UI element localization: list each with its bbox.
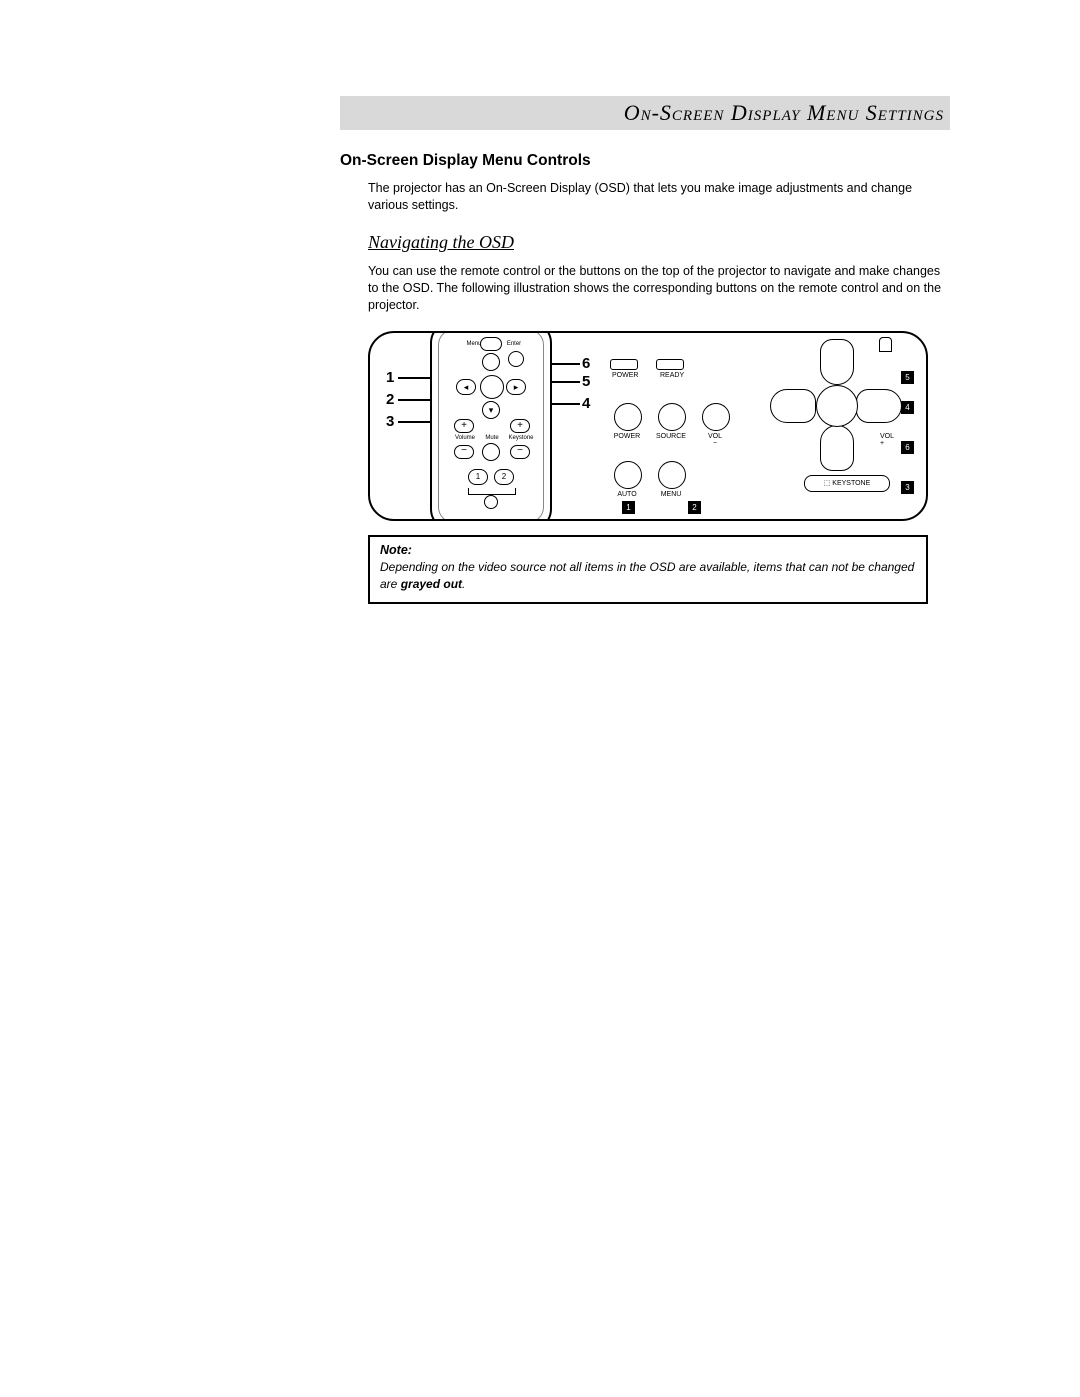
callout-4: 4 <box>582 395 590 412</box>
panel-tag-6: 6 <box>901 441 914 454</box>
panel-source-button <box>658 403 686 431</box>
callout-2: 2 <box>386 391 394 408</box>
note-body-strong: grayed out <box>401 577 462 591</box>
subsection-heading: Navigating the OSD <box>368 232 950 253</box>
projector-panel-diagram: POWER READY POWER SOURCE VOL − AUTO MENU <box>600 333 926 519</box>
panel-tag-1: 1 <box>622 501 635 514</box>
callout-6: 6 <box>582 355 590 372</box>
panel-source-label: SOURCE <box>654 433 688 440</box>
panel-nav-down <box>820 425 854 471</box>
ready-indicator <box>656 359 684 370</box>
note-body: Depending on the video source not all it… <box>380 559 916 591</box>
remote-control-diagram: 1 2 3 6 5 4 Menu Enter <box>370 333 600 519</box>
remote-body: Menu Enter ◂ ▸ ▾ Volume Mute Keystone + … <box>430 331 552 521</box>
subsection-paragraph: You can use the remote control or the bu… <box>368 263 950 314</box>
remote-vol-minus: − <box>454 445 474 459</box>
panel-menu-label: MENU <box>658 491 684 498</box>
panel-power-label: POWER <box>612 433 642 440</box>
remote-enter-label: Enter <box>502 341 526 347</box>
remote-key-minus: − <box>510 445 530 459</box>
remote-source-1: 1 <box>468 469 488 485</box>
remote-keystone-label: Keystone <box>504 435 538 441</box>
panel-nav-ok <box>816 385 858 427</box>
panel-vol-minus-button <box>702 403 730 431</box>
panel-nav-up <box>820 339 854 385</box>
panel-menu-button <box>658 461 686 489</box>
note-box: Note: Depending on the video source not … <box>368 535 928 603</box>
panel-nav-left <box>770 389 816 423</box>
note-title: Note: <box>380 543 916 557</box>
section-intro-paragraph: The projector has an On-Screen Display (… <box>368 180 950 214</box>
panel-nav-right <box>856 389 902 423</box>
remote-source-2: 2 <box>494 469 514 485</box>
note-body-suffix: . <box>462 577 465 591</box>
power-indicator <box>610 359 638 370</box>
power-indicator-label: POWER <box>612 372 638 379</box>
callout-3: 3 <box>386 413 394 430</box>
panel-auto-button <box>614 461 642 489</box>
panel-vol-minus-label: VOL − <box>700 433 730 447</box>
callout-5: 5 <box>582 373 590 390</box>
section-heading: On-Screen Display Menu Controls <box>340 152 950 170</box>
panel-tag-5: 5 <box>901 371 914 384</box>
controls-illustration: 1 2 3 6 5 4 Menu Enter <box>368 331 928 521</box>
remote-right-button: ▸ <box>506 379 526 395</box>
panel-keystone-bar: ⬚ KEYSTONE <box>804 475 890 492</box>
remote-left-button: ◂ <box>456 379 476 395</box>
remote-menu-label: Menu <box>462 341 486 347</box>
remote-key-plus: + <box>510 419 530 433</box>
document-page: On-Screen Display Menu Settings On-Scree… <box>0 0 1080 1397</box>
panel-tag-3: 3 <box>901 481 914 494</box>
remote-mute-label: Mute <box>480 435 504 441</box>
ready-indicator-label: READY <box>660 372 684 379</box>
panel-tag-2: 2 <box>688 501 701 514</box>
remote-volume-label: Volume <box>450 435 480 441</box>
panel-auto-label: AUTO <box>614 491 640 498</box>
callout-1: 1 <box>386 369 394 386</box>
remote-vol-plus: + <box>454 419 474 433</box>
panel-nav-pad <box>776 345 896 465</box>
panel-tag-4: 4 <box>901 401 914 414</box>
chapter-title: On-Screen Display Menu Settings <box>624 100 944 125</box>
chapter-header-bar: On-Screen Display Menu Settings <box>340 96 950 130</box>
panel-power-button <box>614 403 642 431</box>
